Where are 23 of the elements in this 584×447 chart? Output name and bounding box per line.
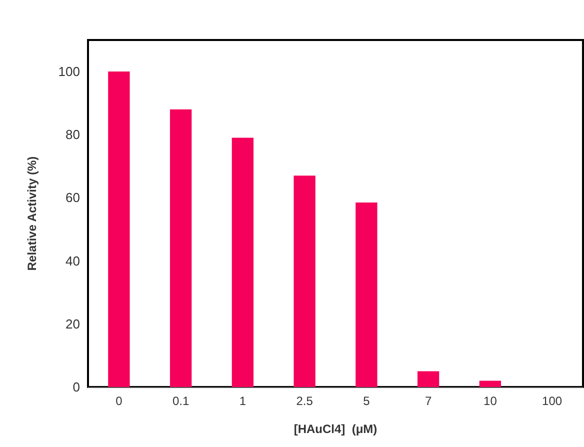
bar (356, 202, 378, 387)
x-tick-label: 10 (484, 394, 498, 408)
bar (170, 109, 192, 387)
y-tick-label: 60 (66, 190, 80, 206)
bar (479, 380, 502, 387)
x-axis-title: [HAuCl4] (μM) (294, 422, 378, 436)
y-tick-label: 20 (66, 316, 80, 332)
y-tick-label: 0 (72, 380, 80, 394)
x-tick-label: 7 (424, 394, 432, 408)
x-tick-label: 5 (363, 394, 370, 408)
bar (108, 72, 130, 387)
bar (417, 371, 440, 387)
x-tick-label: 2.5 (296, 394, 314, 408)
x-tick-label: 100 (542, 394, 562, 408)
y-axis-title: Relative Activity (%) (25, 156, 39, 271)
x-tick-label: 1 (239, 394, 246, 408)
bar (294, 176, 316, 387)
y-tick-label: 40 (66, 253, 80, 268)
x-tick-label: 0 (116, 394, 123, 408)
bar (232, 138, 254, 387)
x-tick-label: 0.1 (172, 394, 190, 408)
y-tick-label: 80 (66, 127, 80, 142)
y-tick-label: 100 (58, 64, 80, 80)
